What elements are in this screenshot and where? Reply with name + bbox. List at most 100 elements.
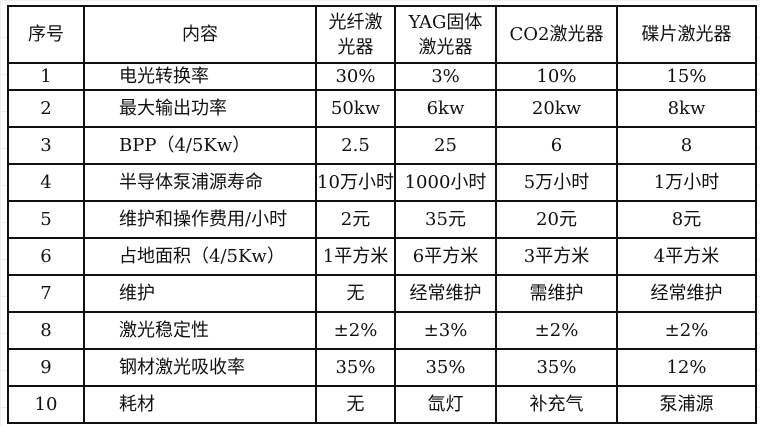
cell-text: 无 xyxy=(346,282,365,304)
header-yag-laser: YAG固体激光器 xyxy=(394,5,497,64)
cell-text: 20元 xyxy=(536,208,577,230)
cell-fiber-laser: 35% xyxy=(315,348,396,387)
cell-co2-laser: 6 xyxy=(495,126,618,165)
cell-co2-laser: 20kw xyxy=(495,89,618,128)
cell-text: 需维护 xyxy=(529,282,584,304)
cell-text: 补充气 xyxy=(529,393,584,415)
cell-yag-laser: 35% xyxy=(394,348,497,387)
cell-text: 电光转换率 xyxy=(119,65,209,87)
header-yag-laser-text: YAG固体激光器 xyxy=(408,11,483,58)
cell-text: 6 xyxy=(40,245,52,267)
cell-disk-laser: 泵浦源 xyxy=(616,385,757,424)
header-disk-laser: 碟片激光器 xyxy=(616,5,757,64)
cell-index: 10 xyxy=(7,385,85,424)
cell-content: 电光转换率 xyxy=(83,62,317,91)
cell-fiber-laser: 2元 xyxy=(315,200,396,239)
cell-content: 半导体泵浦源寿命 xyxy=(83,163,317,202)
cell-text: 氙灯 xyxy=(427,393,464,415)
cell-text: 8kw xyxy=(667,97,706,119)
table-row: 4 半导体泵浦源寿命 10万小时 1000小时 5万小时 1万小时 xyxy=(7,163,757,202)
cell-yag-laser: 25 xyxy=(394,126,497,165)
table-row: 3 BPP（4/5Kw） 2.5 25 6 8 xyxy=(7,126,757,165)
table-row: 2 最大输出功率 50kw 6kw 20kw 8kw xyxy=(7,89,757,128)
cell-fiber-laser: 无 xyxy=(315,385,396,424)
cell-text: 经常维护 xyxy=(409,282,482,304)
cell-text: ±2% xyxy=(534,319,579,341)
cell-yag-laser: 3% xyxy=(394,62,497,91)
cell-disk-laser: 1万小时 xyxy=(616,163,757,202)
cell-content: BPP（4/5Kw） xyxy=(83,126,317,165)
cell-yag-laser: 6kw xyxy=(394,89,497,128)
cell-disk-laser: 15% xyxy=(616,62,757,91)
cell-text: 耗材 xyxy=(119,393,155,415)
cell-text: 钢材激光吸收率 xyxy=(119,356,245,378)
cell-text: 2元 xyxy=(340,208,371,230)
cell-content: 耗材 xyxy=(83,385,317,424)
cell-fiber-laser: 30% xyxy=(315,62,396,91)
table-row: 9 钢材激光吸收率 35% 35% 35% 12% xyxy=(7,348,757,387)
cell-co2-laser: 3平方米 xyxy=(495,237,618,276)
cell-co2-laser: 10% xyxy=(495,62,618,91)
cell-fiber-laser: 50kw xyxy=(315,89,396,128)
cell-text: 6平方米 xyxy=(412,245,479,267)
cell-text: 8 xyxy=(680,134,693,156)
header-index: 序号 xyxy=(7,5,85,64)
cell-content: 激光稳定性 xyxy=(83,311,317,350)
cell-index: 8 xyxy=(7,311,85,350)
cell-text: 半导体泵浦源寿命 xyxy=(119,171,263,193)
cell-co2-laser: 35% xyxy=(495,348,618,387)
cell-text: 10% xyxy=(536,65,577,87)
cell-index: 3 xyxy=(7,126,85,165)
table-row: 5 维护和操作费用/小时 2元 35元 20元 8元 xyxy=(7,200,757,239)
cell-fiber-laser: 无 xyxy=(315,274,396,313)
table-row: 7 维护 无 经常维护 需维护 经常维护 xyxy=(7,274,757,313)
cell-text: ±2% xyxy=(664,319,709,341)
cell-text: 1000小时 xyxy=(404,171,487,193)
header-co2-laser: CO2激光器 xyxy=(495,5,618,64)
table-row: 10 耗材 无 氙灯 补充气 泵浦源 xyxy=(7,385,757,424)
cell-co2-laser: ±2% xyxy=(495,311,618,350)
cell-text: 4平方米 xyxy=(653,245,720,267)
cell-text: 12% xyxy=(666,356,707,378)
laser-comparison-table: 序号 内容 光纤激光器 YAG固体激光器 CO2激光器 碟片激光器 1 电光转换率… xyxy=(7,5,757,424)
cell-text: 50kw xyxy=(330,97,381,119)
cell-text: 35% xyxy=(536,356,577,378)
cell-text: 无 xyxy=(346,393,365,415)
cell-content: 占地面积（4/5Kw） xyxy=(83,237,317,276)
cell-disk-laser: 8kw xyxy=(616,89,757,128)
cell-yag-laser: 35元 xyxy=(394,200,497,239)
cell-text: 占地面积（4/5Kw） xyxy=(119,245,285,267)
cell-text: 6 xyxy=(550,134,563,156)
cell-text: 9 xyxy=(40,356,52,378)
cell-text: 5万小时 xyxy=(523,171,590,193)
cell-text: BPP（4/5Kw） xyxy=(119,134,251,156)
header-fiber-laser-text: 光纤激光器 xyxy=(328,11,383,58)
cell-text: 15% xyxy=(666,65,707,87)
cell-disk-laser: 12% xyxy=(616,348,757,387)
cell-text: 激光稳定性 xyxy=(119,319,209,341)
cell-co2-laser: 20元 xyxy=(495,200,618,239)
cell-yag-laser: 经常维护 xyxy=(394,274,497,313)
cell-index: 6 xyxy=(7,237,85,276)
cell-yag-laser: ±3% xyxy=(394,311,497,350)
cell-yag-laser: 1000小时 xyxy=(394,163,497,202)
cell-fiber-laser: 2.5 xyxy=(315,126,396,165)
cell-text: ±2% xyxy=(333,319,378,341)
cell-disk-laser: 8元 xyxy=(616,200,757,239)
cell-text: 8 xyxy=(40,319,52,341)
header-row: 序号 内容 光纤激光器 YAG固体激光器 CO2激光器 碟片激光器 xyxy=(7,5,757,64)
cell-index: 4 xyxy=(7,163,85,202)
cell-co2-laser: 补充气 xyxy=(495,385,618,424)
cell-index: 5 xyxy=(7,200,85,239)
cell-text: 25 xyxy=(434,134,457,156)
cell-text: 6kw xyxy=(426,97,465,119)
header-content: 内容 xyxy=(83,5,317,64)
cell-text: 1平方米 xyxy=(322,245,389,267)
cell-text: 4 xyxy=(40,171,52,193)
cell-text: 1万小时 xyxy=(653,171,720,193)
cell-text: 35% xyxy=(335,356,376,378)
cell-text: 维护和操作费用/小时 xyxy=(119,208,288,230)
cell-fiber-laser: 10万小时 xyxy=(315,163,396,202)
cell-text: 7 xyxy=(40,282,52,304)
cell-text: 10万小时 xyxy=(317,171,394,193)
